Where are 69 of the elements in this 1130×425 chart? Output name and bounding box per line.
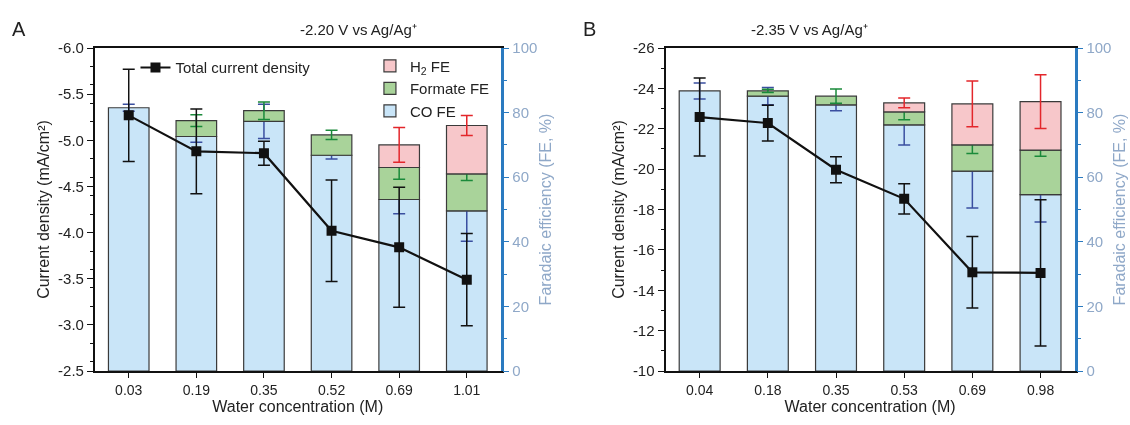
- point: [326, 225, 337, 236]
- y2-tick-label: 40: [512, 233, 530, 251]
- y-tick-label: -5.5: [58, 85, 84, 103]
- chart-title: -2.20 V vs Ag/Ag⁺: [300, 21, 417, 38]
- point: [694, 112, 705, 123]
- y-tick-label: -4.5: [58, 177, 84, 195]
- y-tick-label: -3.0: [58, 316, 84, 334]
- x-tick-label: 0.69: [385, 381, 414, 398]
- y-axis-title: Current density (mA/cm²): [610, 120, 628, 299]
- y2-tick-label: 20: [512, 297, 530, 315]
- y2-tick-label: 100: [1086, 39, 1112, 57]
- x-tick-label: 0.35: [250, 381, 278, 398]
- y-tick-label: -5.0: [58, 131, 84, 149]
- y-axis-title: Current density (mA/cm²): [35, 120, 53, 299]
- bar: [107, 107, 150, 371]
- y-tick-label: -16: [632, 241, 655, 259]
- point: [967, 267, 978, 278]
- legend-label: Total current density: [175, 59, 311, 77]
- y-tick-label: -14: [632, 281, 655, 299]
- y2-tick-label: 0: [1086, 362, 1095, 380]
- text: A: [12, 18, 26, 40]
- point: [258, 148, 269, 159]
- x-tick-label: 0.69: [958, 381, 987, 398]
- chart-title: -2.35 V vs Ag/Ag⁺: [751, 21, 868, 38]
- x-tick-label: 0.53: [890, 381, 919, 398]
- legend-label: Formate FE: [409, 80, 490, 98]
- point: [191, 146, 202, 157]
- y-tick-label: -20: [632, 160, 655, 178]
- y-tick-label: -24: [632, 79, 655, 97]
- point: [762, 118, 773, 129]
- y2-tick-label: 100: [512, 39, 538, 57]
- x-axis-title: Water concentration (M): [212, 397, 384, 415]
- x-tick-label: 1.01: [453, 381, 481, 398]
- x-tick-label: 0.52: [317, 381, 346, 398]
- y2-tick-label: 20: [1086, 297, 1104, 315]
- y-tick-label: -10: [632, 362, 655, 380]
- y-tick-label: -12: [632, 321, 655, 339]
- y-tick-label: -3.5: [58, 269, 84, 287]
- point: [831, 164, 842, 175]
- y2-tick-label: 60: [512, 168, 530, 186]
- x-tick-label: 0.03: [115, 381, 143, 398]
- text: B: [583, 18, 597, 40]
- legend-label: CO FE: [409, 102, 456, 120]
- y-tick-label: -6.0: [58, 39, 84, 57]
- x-tick-label: 0.04: [686, 381, 714, 398]
- y2-tick-label: 60: [1086, 168, 1104, 186]
- legend-label: H$_{2}$ FE: [409, 57, 450, 77]
- y-tick-label: -18: [632, 200, 655, 218]
- y2-axis-title: Faradaic efficiency (FE, %): [1111, 113, 1129, 306]
- x-tick-label: 0.35: [822, 381, 850, 398]
- y-tick-label: -26: [632, 39, 655, 57]
- y2-tick-label: 40: [1086, 233, 1104, 251]
- point: [461, 274, 472, 285]
- y2-tick-label: 80: [512, 103, 530, 121]
- x-tick-label: 0.19: [182, 381, 211, 398]
- y-tick-label: -22: [632, 120, 655, 137]
- point: [899, 193, 910, 204]
- y2-tick-label: 0: [512, 362, 521, 380]
- x-tick-label: 0.98: [1026, 381, 1055, 398]
- x-tick-label: 0.18: [754, 381, 782, 398]
- point: [1035, 267, 1046, 278]
- point: [394, 242, 405, 253]
- y-tick-label: -4.0: [58, 223, 84, 241]
- y2-tick-label: 80: [1086, 103, 1104, 121]
- y-tick-label: -2.5: [58, 362, 84, 380]
- x-axis-title: Water concentration (M): [784, 397, 956, 415]
- bar: [678, 90, 721, 371]
- y2-axis-title: Faradaic efficiency (FE, %): [537, 113, 555, 306]
- point: [123, 110, 134, 121]
